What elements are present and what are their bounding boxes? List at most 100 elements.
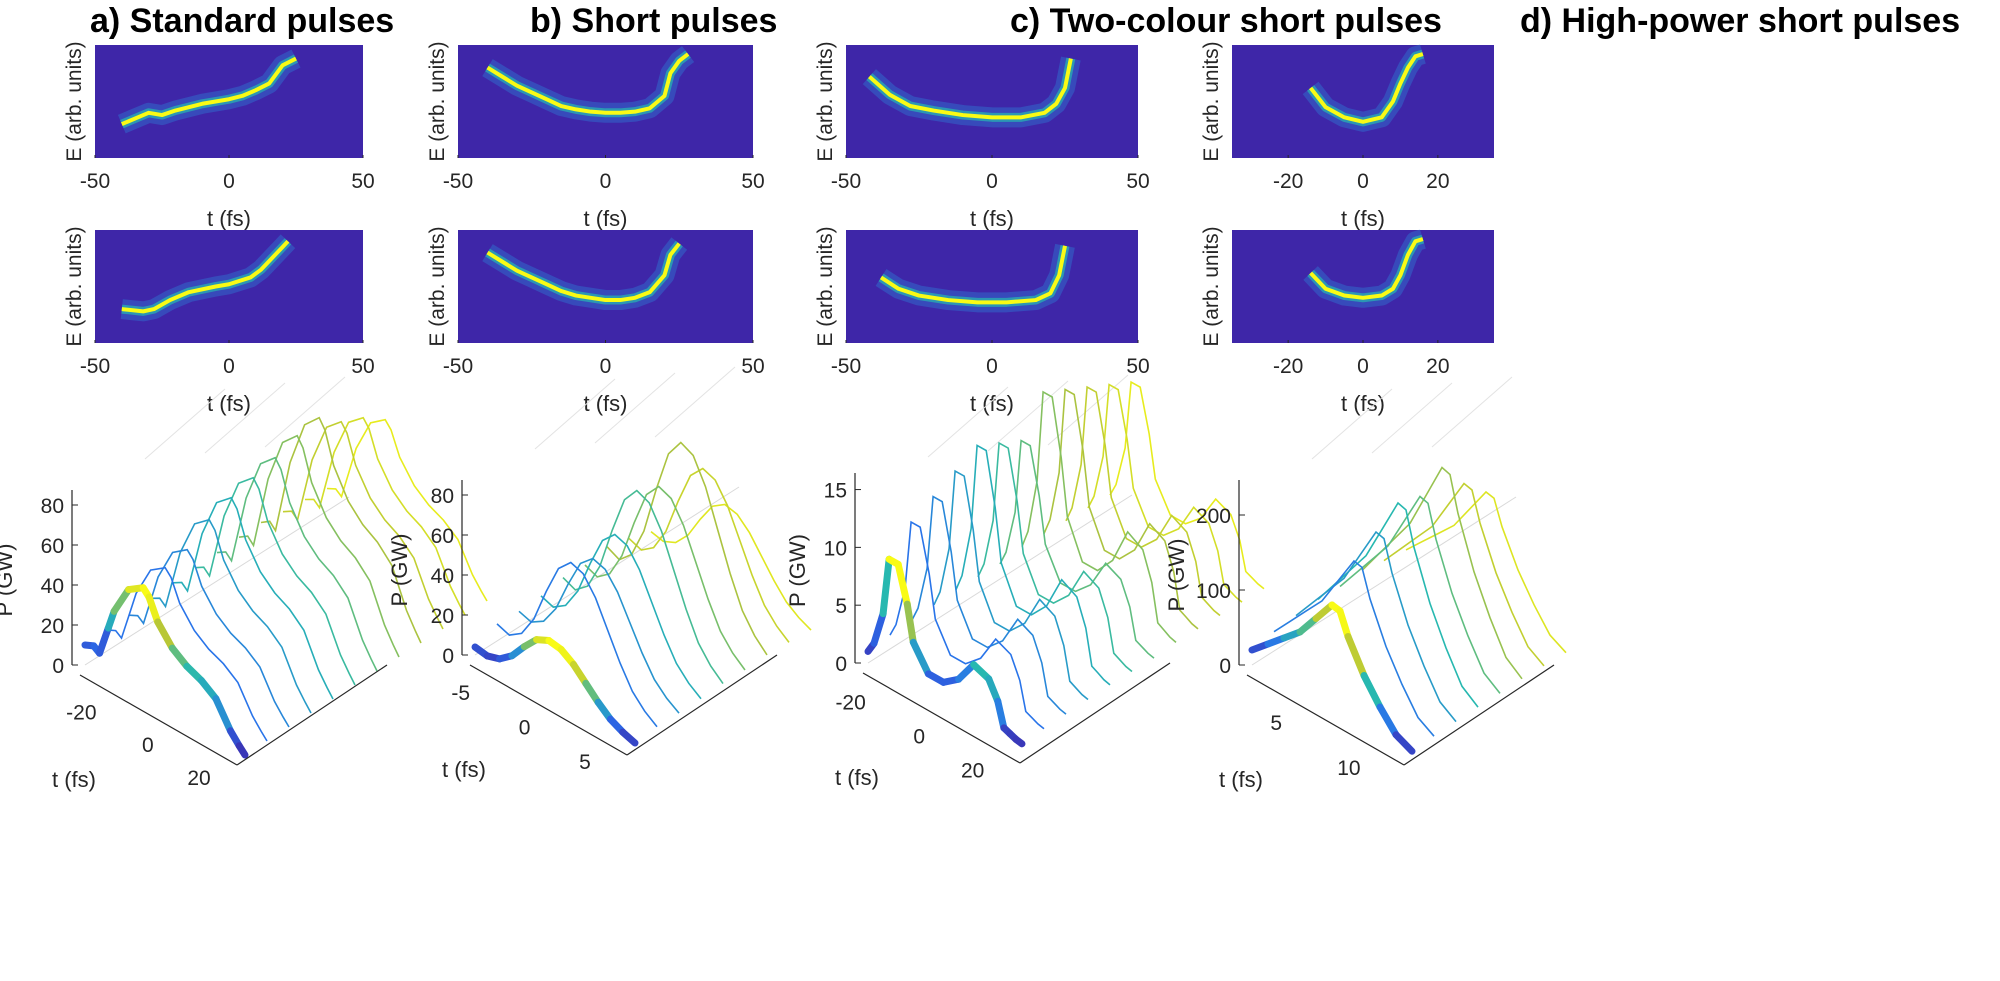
- panel-title-d: d) High-power short pulses: [1520, 2, 1961, 40]
- wall-grid: [927, 386, 1009, 458]
- series-line: [1087, 383, 1243, 603]
- highlight-segment: [1360, 672, 1384, 711]
- highlight-segment: [994, 697, 1008, 732]
- highlight-segment: [110, 586, 133, 615]
- y-tick-label: 0: [442, 645, 454, 668]
- x-tick-label: 20: [1426, 170, 1449, 193]
- y-axis-label: E (arb. units): [63, 226, 86, 346]
- series-line: [650, 503, 812, 631]
- spectrogram-top-b: [457, 45, 754, 158]
- highlight-segment: [1336, 607, 1352, 640]
- x-tick-label: -20: [1273, 170, 1303, 193]
- y-tick-label: 0: [835, 653, 847, 676]
- highlight-segment: [582, 679, 602, 706]
- x-tick-label: -50: [80, 355, 110, 378]
- t-tick-label: -5: [451, 682, 470, 705]
- x-tick-label: 50: [351, 355, 374, 378]
- depth-axis: [1403, 664, 1555, 766]
- y-axis-label: E (arb. units): [814, 41, 837, 161]
- t-tick-label: 10: [1337, 757, 1360, 780]
- spectrogram-top-c: [845, 45, 1139, 158]
- x-tick-label: -50: [80, 170, 110, 193]
- spectrogram-ridge: [121, 239, 290, 314]
- series-line: [1021, 390, 1177, 644]
- t-tick-label: 5: [1270, 712, 1282, 735]
- highlight-segment: [197, 676, 220, 703]
- wall-grid: [204, 382, 286, 454]
- spectrogram-top-a: [94, 45, 364, 158]
- x-axis-label: t (fs): [584, 206, 628, 231]
- series-line: [606, 441, 768, 656]
- y-axis-label: E (arb. units): [63, 41, 86, 161]
- series-line: [977, 441, 1133, 673]
- wall-grid: [144, 388, 226, 460]
- highlight-segment: [619, 728, 639, 747]
- series-line: [238, 434, 400, 658]
- waterfall-a: [71, 376, 488, 766]
- x-tick-label: 0: [223, 355, 235, 378]
- series-line: [628, 467, 790, 643]
- y-tick-label: 15: [824, 480, 847, 503]
- spectrogram-ridge: [879, 245, 1067, 305]
- y-axis-label: P (GW): [387, 534, 412, 607]
- y-tick-label: 0: [1219, 655, 1231, 678]
- spectrogram-background: [1232, 230, 1494, 343]
- highlight-segment: [168, 644, 191, 670]
- series-line: [889, 520, 1045, 730]
- wall-grid: [594, 372, 676, 444]
- series-line: [128, 548, 290, 728]
- spectrogram-ridge: [486, 52, 690, 115]
- y-tick-label: 80: [431, 485, 454, 508]
- series-line: [194, 476, 356, 686]
- series-line: [1273, 559, 1435, 737]
- x-axis-label: t (fs): [1341, 206, 1385, 231]
- t-axis: [469, 664, 628, 756]
- t-axis: [1246, 674, 1405, 766]
- x-tick-label: 0: [986, 170, 998, 193]
- depth-axis: [626, 654, 778, 756]
- spectrogram-ridge: [868, 58, 1073, 120]
- x-tick-label: -50: [443, 170, 473, 193]
- t-axis: [79, 674, 238, 766]
- wall-grid: [1371, 382, 1453, 454]
- t-axis-label: t (fs): [1219, 767, 1263, 792]
- series-line: [1339, 495, 1501, 694]
- highlight-segment: [145, 593, 162, 626]
- y-tick-label: 20: [41, 615, 64, 638]
- spectrogram-middle-c: [845, 230, 1139, 343]
- series-line: [562, 489, 724, 685]
- t-axis: [862, 672, 1021, 764]
- series-line: [282, 420, 444, 630]
- y-tick-label: 40: [431, 565, 454, 588]
- x-tick-label: 0: [600, 355, 612, 378]
- series-line: [1109, 380, 1265, 590]
- x-tick-label: 0: [223, 170, 235, 193]
- y-tick-label: 60: [41, 535, 64, 558]
- spectrogram-ridge: [1309, 52, 1424, 124]
- y-axis-label: P (GW): [0, 544, 17, 617]
- spectrogram-background: [458, 45, 753, 158]
- x-tick-label: 0: [1357, 355, 1369, 378]
- waterfall-b: [461, 366, 812, 756]
- t-axis-label: t (fs): [52, 767, 96, 792]
- t-tick-label: 20: [961, 759, 984, 782]
- floor-grid: [867, 494, 1133, 664]
- highlight-segment: [955, 661, 978, 683]
- t-tick-label: 5: [579, 751, 591, 774]
- x-tick-label: -50: [831, 170, 861, 193]
- floor-grid: [474, 486, 740, 656]
- series-line: [150, 518, 312, 714]
- y-tick-label: 80: [41, 495, 64, 518]
- t-tick-label: 0: [142, 734, 154, 757]
- spectrogram-background: [458, 230, 753, 343]
- highlight-segment: [985, 675, 1002, 705]
- series-line: [518, 557, 680, 714]
- series-line: [955, 444, 1111, 686]
- series-line: [584, 485, 746, 671]
- wall-grid: [1431, 376, 1513, 448]
- depth-axis: [236, 664, 388, 766]
- wall-grid: [987, 380, 1069, 452]
- series-line: [1295, 530, 1457, 723]
- panel-title-c: c) Two-colour short pulses: [1010, 2, 1442, 40]
- spectrogram-ridge: [121, 56, 297, 126]
